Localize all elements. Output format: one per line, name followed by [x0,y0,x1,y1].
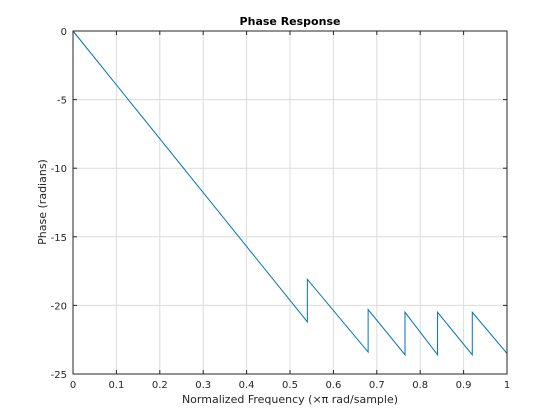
y-tick-label: -25 [51,370,67,381]
y-axis-label: Phase (radians) [36,159,49,245]
x-tick-label: 0.2 [152,380,168,391]
phase-series-line [72,30,508,357]
x-tick-label: 1 [504,380,510,391]
chart-title: Phase Response [240,15,341,28]
y-tick-label: -15 [51,233,67,244]
x-tick-label: 0.4 [239,380,255,391]
x-tick-label: 0.6 [325,380,341,391]
plot-frame [72,30,508,375]
x-tick-label: 0.8 [412,380,428,391]
grid [73,31,507,374]
x-tick-label: 0.5 [282,380,298,391]
x-tick-label: 0.9 [456,380,472,391]
x-tick-label: 0.7 [369,380,385,391]
y-tick-label: -5 [57,96,67,107]
series-layer [72,30,508,357]
x-tick-label: 0 [70,380,76,391]
x-tick-label: 0.1 [108,380,124,391]
y-tick-label: -20 [51,301,67,312]
x-axis-label: Normalized Frequency (×π rad/sample) [182,393,398,406]
y-axis-tick-labels: 0 -5 -10 -15 -20 -25 [51,27,67,381]
y-tick-label: -10 [51,164,67,175]
x-axis-tick-labels: 0 0.1 0.2 0.3 0.4 0.5 0.6 0.7 0.8 0.9 1 [70,380,510,391]
y-tick-label: 0 [61,27,67,38]
x-tick-label: 0.3 [195,380,211,391]
